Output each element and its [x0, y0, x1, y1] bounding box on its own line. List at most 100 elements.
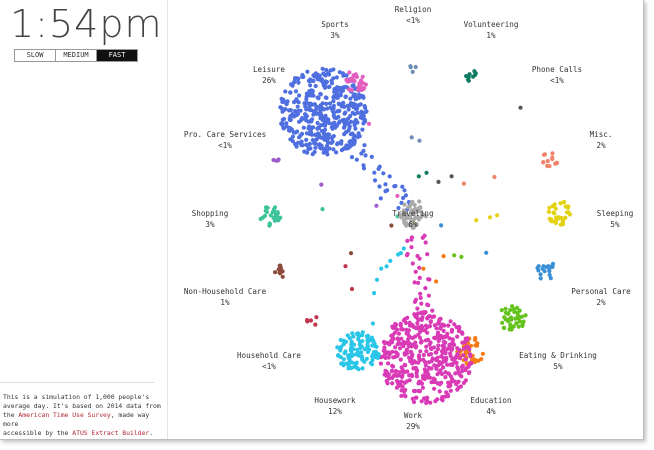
work-dot — [435, 332, 440, 338]
leisure-dot — [331, 99, 336, 104]
speed-slow-button[interactable]: SLOW — [15, 50, 56, 61]
work-dot — [455, 334, 460, 339]
traveling-dot — [406, 205, 411, 210]
work-dot — [452, 356, 458, 361]
leisure-dot — [344, 73, 349, 78]
work-moving-dot — [426, 293, 431, 298]
leisure-dot — [337, 70, 342, 75]
speed-fast-button[interactable]: FAST — [97, 50, 137, 61]
work-moving-dot — [404, 253, 410, 258]
speed-medium-button[interactable]: MEDIUM — [56, 50, 97, 61]
leisure-moving-dot — [402, 188, 407, 193]
eating-drinking-dot — [510, 304, 515, 309]
religion-dot — [408, 64, 413, 69]
housework-label: Housework — [314, 396, 356, 405]
leisure-dot — [316, 125, 321, 130]
work-moving-dot — [418, 295, 423, 300]
housework-moving-dot — [401, 246, 406, 251]
housework-dot — [354, 360, 359, 365]
leisure-dot — [318, 145, 323, 150]
work-dot — [404, 348, 410, 353]
leisure-dot — [288, 137, 293, 142]
sleeping-dot — [557, 216, 562, 221]
work-dot — [390, 340, 395, 345]
education-dot — [472, 357, 478, 362]
sports-dot — [363, 82, 368, 87]
sports-dot — [351, 73, 356, 78]
leisure-dot — [308, 125, 313, 130]
sports-dot — [347, 70, 352, 75]
work-dot — [415, 311, 421, 316]
leisure-dot — [346, 121, 351, 126]
pro-care-services-dot — [274, 158, 279, 163]
eating-drinking-dot — [505, 311, 511, 316]
work-dot — [419, 399, 424, 404]
app-frame: 1:54pm SLOW MEDIUM FAST This is a simula… — [0, 0, 644, 440]
work-dot — [405, 315, 410, 320]
personal-care-dot — [538, 272, 543, 277]
work-moving-dot — [415, 253, 420, 259]
sleeping-dot — [553, 206, 558, 211]
volunteering-percent: 1% — [486, 31, 496, 40]
leisure-dot — [280, 117, 285, 122]
speed-control: SLOW MEDIUM FAST — [14, 49, 138, 62]
personal-care-dot — [547, 272, 552, 278]
work-dot — [416, 360, 421, 365]
volunteering-moving-dot — [416, 174, 421, 179]
work-dot — [399, 326, 404, 332]
leisure-dot — [293, 89, 299, 94]
traveling-dot — [404, 223, 409, 228]
leisure-dot — [294, 113, 299, 118]
household-care-percent: <1% — [262, 362, 276, 371]
housework-dot — [342, 351, 347, 356]
work-dot — [448, 351, 453, 356]
work-dot — [434, 326, 439, 331]
work-dot — [395, 353, 400, 359]
housework-dot — [345, 333, 350, 338]
work-dot — [437, 389, 442, 394]
work-moving-dot — [413, 269, 418, 274]
work-dot — [411, 366, 416, 371]
work-dot — [399, 365, 404, 370]
work-dot — [464, 345, 469, 350]
shopping-dot — [265, 205, 270, 210]
work-dot — [386, 341, 391, 346]
traveling-dot — [419, 210, 424, 215]
sleeping-dot — [563, 215, 568, 220]
work-dot — [441, 328, 446, 333]
phone-calls-dot — [518, 105, 523, 110]
leisure-dot — [323, 148, 329, 154]
pro-care-services-percent: <1% — [218, 141, 232, 150]
work-dot — [440, 343, 445, 348]
work-dot — [437, 381, 442, 386]
leisure-moving-dot — [369, 154, 374, 159]
religion-moving-dot — [409, 135, 414, 140]
work-dot — [416, 332, 421, 337]
housework-dot — [369, 362, 375, 367]
work-dot — [399, 336, 404, 341]
leisure-dot — [361, 121, 366, 126]
leisure-moving-dot — [359, 151, 364, 156]
leisure-dot — [334, 95, 339, 100]
work-moving-dot — [430, 314, 435, 320]
leisure-dot — [302, 101, 307, 106]
work-dot — [406, 328, 411, 333]
leisure-moving-dot — [354, 157, 359, 162]
work-dot — [393, 321, 398, 327]
survey-link[interactable]: American Time Use Survey — [18, 411, 111, 419]
sleeping-dot — [560, 218, 566, 223]
note-line-4-prefix: accessible by the — [3, 429, 73, 437]
leisure-dot — [335, 141, 340, 146]
household-care-moving-dot — [349, 286, 355, 292]
extract-builder-link[interactable]: ATUS Extract Builder — [72, 429, 150, 437]
work-dot — [397, 341, 402, 346]
work-moving-dot — [426, 303, 431, 308]
leisure-dot — [315, 95, 320, 100]
leisure-dot — [329, 78, 334, 83]
leisure-dot — [309, 88, 314, 93]
work-moving-dot — [413, 297, 419, 302]
housework-percent: 12% — [328, 407, 342, 416]
misc-dot — [550, 151, 555, 156]
traveling-dot — [417, 199, 422, 204]
leisure-dot — [341, 100, 346, 105]
